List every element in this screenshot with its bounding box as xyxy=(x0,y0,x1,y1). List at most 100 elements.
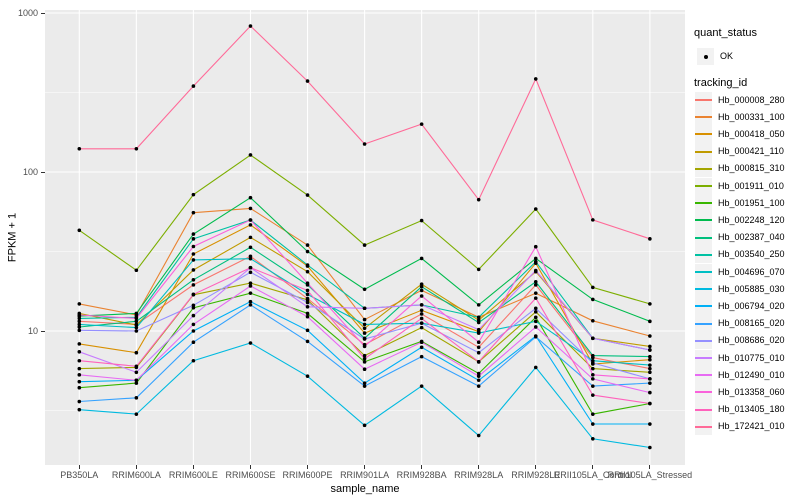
data-point xyxy=(476,340,481,345)
legend-quant-status-title: quant_status xyxy=(694,27,757,39)
data-point xyxy=(533,268,538,273)
data-point xyxy=(533,256,538,261)
data-point xyxy=(533,283,538,287)
data-point xyxy=(648,390,652,395)
data-point xyxy=(362,326,367,331)
legend-entry-label: Hb_010775_010 xyxy=(718,352,785,363)
legend-key xyxy=(695,229,712,247)
x-axis-tick xyxy=(364,465,366,469)
legend-key xyxy=(695,280,712,298)
x-tick-label: RRIM928LE xyxy=(511,470,561,480)
data-point xyxy=(648,381,652,385)
data-point xyxy=(648,357,652,362)
data-point xyxy=(476,374,481,378)
data-point xyxy=(362,367,367,372)
x-tick-label: RRII105LA_Control xyxy=(553,470,632,480)
legend-key xyxy=(695,91,712,109)
legend-entry-label: Hb_002248_120 xyxy=(718,214,785,225)
data-point xyxy=(419,284,424,289)
data-point xyxy=(77,379,82,384)
legend-entry-label: Hb_000421_110 xyxy=(718,146,784,157)
legend-entry-label: Hb_013358_060 xyxy=(718,386,785,397)
x-tick-label: RRIM928BA xyxy=(396,470,447,480)
legend-key-line-icon xyxy=(695,288,712,291)
legend-key xyxy=(695,349,712,367)
data-point xyxy=(476,327,481,332)
data-point xyxy=(191,244,196,249)
legend-key xyxy=(695,177,712,195)
data-point xyxy=(533,315,538,320)
data-point xyxy=(533,291,538,295)
data-point xyxy=(134,378,139,383)
legend-key xyxy=(695,383,712,401)
data-point xyxy=(648,344,652,349)
legend-key-line-icon xyxy=(695,271,712,273)
data-point xyxy=(591,412,595,416)
data-point xyxy=(248,195,253,200)
data-point xyxy=(591,218,595,222)
x-tick-label: RRIM928LA xyxy=(454,470,504,480)
legend-entry: Hb_005885_030 xyxy=(0,280,800,298)
legend-key xyxy=(695,108,712,126)
quant-status-label: OK xyxy=(720,51,734,61)
data-point xyxy=(191,277,196,282)
data-point xyxy=(476,371,481,376)
data-point xyxy=(248,206,253,211)
data-point xyxy=(591,384,595,388)
data-point xyxy=(419,218,424,223)
legend-entry: Hb_000008_280 xyxy=(0,91,800,109)
data-point xyxy=(248,223,253,227)
data-point xyxy=(305,269,310,274)
legend-quant-status-item: OK xyxy=(0,48,800,65)
data-point xyxy=(305,311,310,316)
data-point xyxy=(305,339,310,344)
legend-key xyxy=(695,143,712,161)
data-point xyxy=(648,334,652,338)
legend-entry: Hb_010775_010 xyxy=(0,349,800,367)
y-axis-tick xyxy=(41,12,45,14)
data-point xyxy=(362,360,367,364)
data-point xyxy=(191,303,196,308)
legend-key-line-icon xyxy=(695,236,712,239)
data-point xyxy=(77,146,82,151)
x-tick-label: RRIM600LA xyxy=(111,470,161,480)
legend-key-line-icon xyxy=(695,391,712,394)
legend-entry-label: Hb_008165_020 xyxy=(718,318,785,329)
data-point xyxy=(305,243,310,247)
data-point xyxy=(191,232,196,236)
data-point xyxy=(476,378,481,383)
legend-key xyxy=(695,401,712,419)
data-point xyxy=(362,344,367,349)
legend-entry: Hb_008165_020 xyxy=(0,315,800,333)
data-point xyxy=(77,322,82,327)
data-point xyxy=(134,412,139,416)
data-point xyxy=(362,243,367,247)
legend-entry: Hb_012490_010 xyxy=(0,366,800,384)
data-point xyxy=(533,296,538,300)
data-point xyxy=(419,312,424,316)
data-point xyxy=(191,322,196,327)
data-point xyxy=(77,358,82,363)
black-point-icon xyxy=(703,54,708,59)
quant-status-key xyxy=(697,48,714,65)
data-point xyxy=(248,341,253,345)
data-point xyxy=(648,370,652,375)
legend-entry-label: Hb_013405_180 xyxy=(718,404,785,415)
legend-entry-label: Hb_004696_070 xyxy=(718,266,785,277)
data-point xyxy=(248,245,253,250)
x-axis-tick xyxy=(649,465,651,469)
legend-key-line-icon xyxy=(695,202,712,205)
y-tick-label: 1000 xyxy=(17,7,38,18)
data-point xyxy=(191,329,196,333)
x-axis-tick xyxy=(421,465,423,469)
data-point xyxy=(305,304,310,309)
data-point xyxy=(134,350,139,355)
x-tick-label: RRII105LA_Stressed xyxy=(607,470,693,480)
data-point xyxy=(419,340,424,345)
data-point xyxy=(134,316,139,321)
data-point xyxy=(591,393,595,397)
data-point xyxy=(476,384,481,388)
x-axis-tick xyxy=(249,465,251,469)
legend-key xyxy=(695,332,712,350)
data-point xyxy=(305,288,310,293)
